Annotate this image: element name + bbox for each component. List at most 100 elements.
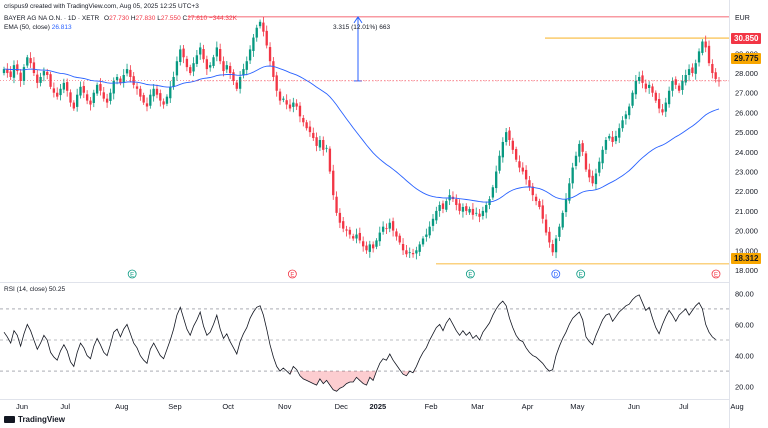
- symbol-name: BAYER AG NA O.N. · 1D · XETR: [4, 15, 100, 22]
- candle-body: [391, 221, 395, 231]
- candle-body: [524, 169, 528, 180]
- candle-body: [298, 105, 302, 117]
- candle-body: [677, 85, 681, 91]
- event-marker: [576, 269, 586, 279]
- candle-body: [608, 136, 611, 139]
- candle-body: [352, 236, 355, 239]
- candle-body: [368, 244, 371, 252]
- candle-body: [172, 76, 175, 87]
- candle-body: [212, 57, 215, 66]
- ohlc-low-label: L: [157, 15, 161, 22]
- candle-body: [504, 132, 508, 142]
- candle-body: [99, 84, 102, 91]
- candle-body: [318, 140, 322, 148]
- rsi-legend[interactable]: RSI (14, close) 50.25: [4, 286, 65, 293]
- candle-body: [594, 173, 598, 185]
- candle-body: [109, 92, 112, 101]
- measure-label: 3.315 (12.01%) 663: [333, 24, 391, 31]
- candle-body: [248, 49, 252, 61]
- candle-body: [132, 76, 135, 85]
- price-tick-label: 26.000: [735, 108, 758, 117]
- candle-body: [591, 175, 594, 184]
- candle-body: [498, 155, 501, 171]
- candle-body: [701, 41, 704, 53]
- event-marker: [465, 269, 475, 279]
- tradingview-logo-icon: [4, 416, 15, 423]
- candle-body: [664, 102, 667, 112]
- candle-body: [468, 208, 471, 213]
- candle-body: [185, 58, 189, 68]
- candle-body: [202, 49, 205, 60]
- candle-body: [62, 82, 66, 90]
- candle-body: [694, 63, 697, 74]
- candle-body: [657, 99, 661, 109]
- attribution-text: crispus9 created with TradingView.com, A…: [4, 3, 199, 10]
- price-tick-label: 22.000: [735, 187, 758, 196]
- candle-body: [288, 104, 292, 109]
- candle-body: [82, 86, 85, 93]
- time-tick-label: Aug: [115, 402, 128, 411]
- ema-legend[interactable]: EMA (50, close) 26.813: [4, 24, 72, 31]
- candle-body: [631, 92, 634, 106]
- candle-body: [361, 241, 365, 247]
- rsi-tick-label: 80.00: [735, 289, 754, 298]
- candle-body: [42, 71, 46, 76]
- candle-body: [79, 86, 82, 96]
- candle-body: [258, 21, 262, 27]
- candle-body: [46, 71, 49, 75]
- pane-separator[interactable]: [0, 282, 729, 283]
- candle-body: [681, 80, 684, 90]
- candle-body: [235, 82, 238, 89]
- candle-body: [36, 74, 39, 83]
- candle-body: [458, 203, 461, 211]
- candle-body: [52, 88, 56, 93]
- candle-body: [604, 140, 608, 150]
- symbol-legend[interactable]: BAYER AG NA O.N. · 1D · XETR O27.730 H27…: [4, 15, 237, 22]
- candle-body: [534, 196, 538, 202]
- candle-body: [129, 69, 132, 77]
- candle-body: [644, 83, 648, 89]
- candle-body: [59, 88, 62, 96]
- candle-body: [26, 57, 29, 66]
- price-tick-label: 19.000: [735, 246, 758, 255]
- candle-body: [707, 45, 711, 64]
- candle-body: [531, 186, 534, 196]
- candle-body: [348, 229, 352, 235]
- candle-body: [342, 221, 345, 229]
- event-marker-label: E: [468, 273, 472, 279]
- candle-body: [89, 100, 92, 105]
- ohlc-close-value: 27.610: [187, 15, 208, 22]
- candle-body: [95, 84, 99, 94]
- candle-body: [355, 234, 358, 239]
- candle-body: [684, 75, 687, 83]
- candle-body: [268, 47, 272, 62]
- candle-body: [165, 96, 169, 104]
- candle-body: [628, 106, 631, 116]
- candle-body: [551, 244, 554, 253]
- time-tick-label: Oct: [222, 402, 235, 411]
- event-marker-label: E: [130, 273, 134, 279]
- candle-body: [398, 235, 401, 243]
- candle-body: [588, 169, 591, 178]
- event-marker: [287, 269, 297, 279]
- time-tick-label: Nov: [278, 402, 292, 411]
- candle-body: [292, 102, 295, 107]
- rsi-tick-label: 40.00: [735, 352, 754, 361]
- candle-body: [295, 103, 298, 107]
- candle-body: [495, 171, 498, 189]
- candle-body: [322, 140, 325, 150]
- time-tick-label: Apr: [522, 402, 534, 411]
- candle-body: [571, 167, 574, 184]
- candle-body: [618, 128, 621, 138]
- time-tick-label: Jul: [60, 402, 70, 411]
- candle-body: [584, 153, 588, 170]
- candle-body: [16, 64, 19, 72]
- candle-body: [149, 94, 152, 106]
- candle-body: [85, 94, 89, 101]
- time-tick-label: 2025: [369, 402, 386, 411]
- candle-body: [125, 69, 129, 74]
- candle-body: [365, 245, 368, 251]
- candle-body: [358, 232, 362, 241]
- tradingview-logo[interactable]: TradingView: [4, 415, 65, 424]
